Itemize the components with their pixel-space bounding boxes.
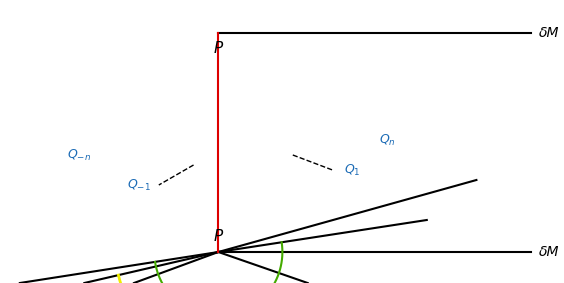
Text: $Q_n$: $Q_n$: [378, 132, 395, 147]
Text: P: P: [214, 229, 223, 244]
Text: $Q_1$: $Q_1$: [344, 162, 360, 177]
Text: δM: δM: [539, 245, 559, 259]
Text: δM: δM: [539, 26, 559, 40]
Text: $Q_{-1}$: $Q_{-1}$: [127, 177, 151, 192]
Text: $Q_{-n}$: $Q_{-n}$: [67, 147, 91, 162]
Text: P: P: [214, 41, 223, 56]
